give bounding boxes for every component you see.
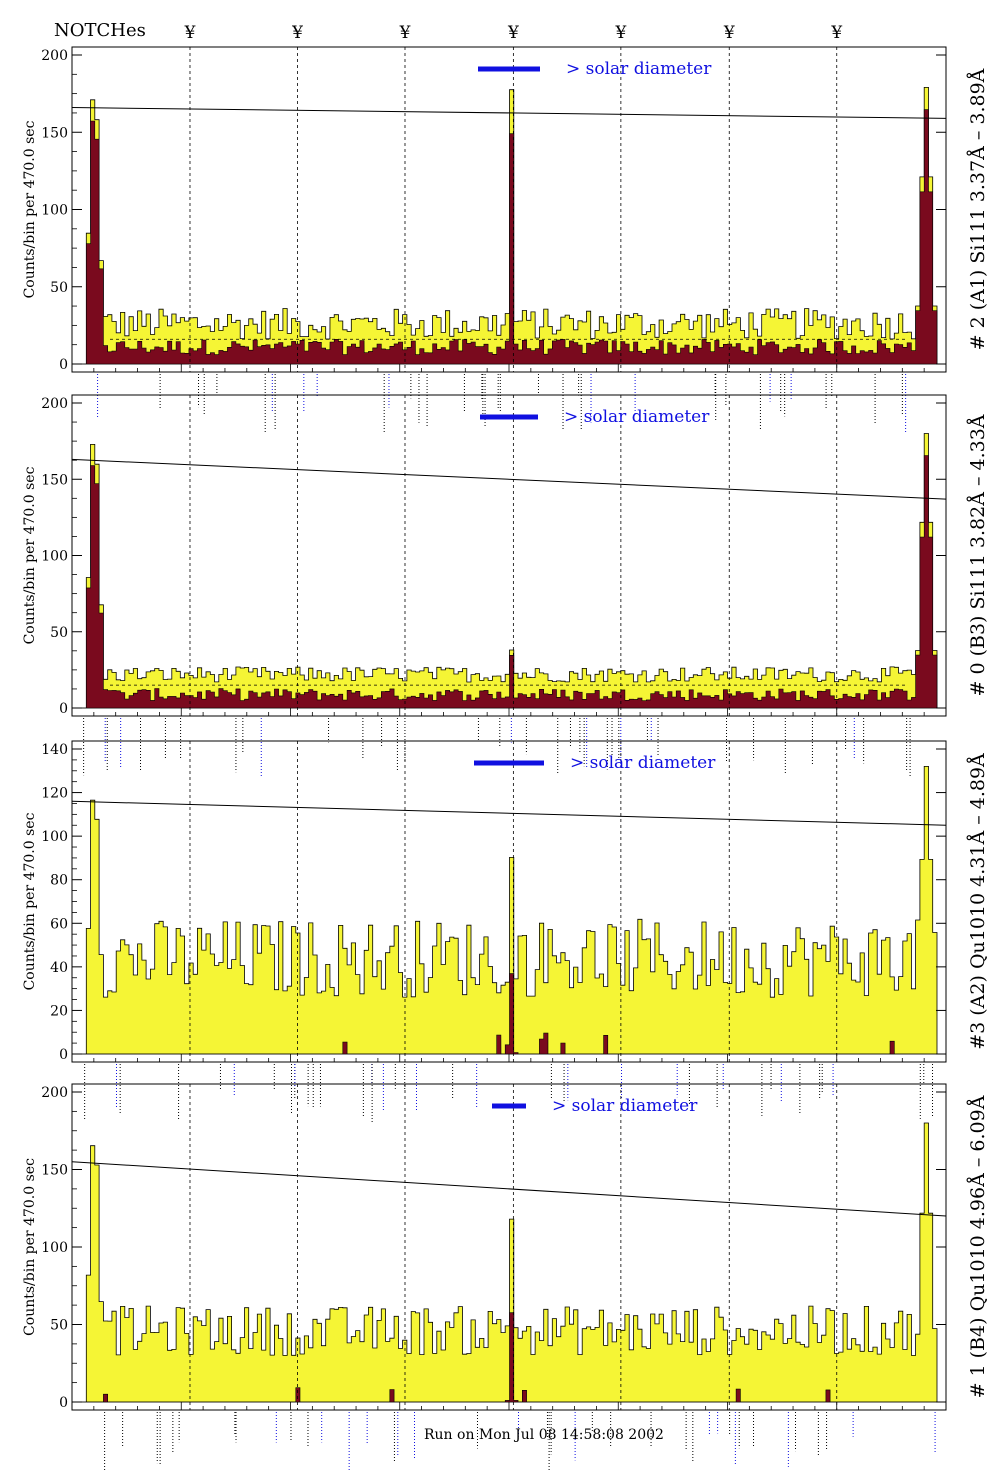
legend-label: > solar diameter	[564, 407, 710, 427]
y-axis-label: Counts/bin per 470.0 sec	[22, 120, 38, 298]
y-tick-label: 200	[41, 1085, 68, 1101]
histogram-series-b	[82, 973, 937, 1055]
histogram-series-b	[82, 109, 938, 365]
y-tick-label: 0	[59, 1047, 68, 1063]
notch-marker-3: ¥	[399, 23, 411, 43]
y-tick-label: 100	[41, 829, 68, 845]
trend-line	[71, 458, 947, 500]
trend-line	[71, 1161, 947, 1217]
y-tick-label: 200	[41, 396, 68, 412]
histogram-series-a	[82, 766, 938, 1055]
y-tick-label: 100	[41, 1240, 68, 1256]
trend-line	[71, 107, 947, 119]
notch-marker-2: ¥	[291, 23, 303, 43]
y-tick-label: 0	[59, 701, 68, 717]
y-tick-label: 80	[50, 873, 68, 889]
legend-label: > solar diameter	[566, 59, 712, 79]
histogram-series-b	[82, 1312, 937, 1403]
y-tick-label: 150	[41, 125, 68, 141]
y-tick-label: 120	[41, 786, 68, 802]
y-tick-label: 0	[59, 357, 68, 373]
histogram-series-b	[82, 455, 938, 709]
legend-label: > solar diameter	[552, 1096, 698, 1116]
y-tick-label: 100	[41, 203, 68, 219]
panel-3: 0 20 40 60 80 100 120 140 Counts/bin per 470.0 s…	[22, 740, 989, 1123]
y-tick-label: 200	[41, 48, 68, 64]
panel-4: 0 50 100 150 200 Counts/bin per 470.0 sec # 1 …	[22, 1083, 989, 1472]
notch-marker-6: ¥	[723, 23, 735, 43]
legend-label: > solar diameter	[570, 753, 716, 773]
notch-marker-4: ¥	[507, 23, 519, 43]
panel-title: # 2 (A1) Si111 3.37Å – 3.89Å	[967, 68, 989, 350]
y-tick-label: 50	[50, 1318, 68, 1334]
panel-1: 0 50 100 150 200 Counts/bin per 470.0 sec # 2 …	[22, 46, 989, 433]
y-tick-label: 100	[41, 549, 68, 565]
y-tick-label: 140	[41, 742, 68, 758]
y-tick-label: 20	[50, 1003, 68, 1019]
histogram-series-a	[82, 433, 938, 709]
y-tick-label: 50	[50, 625, 68, 641]
y-axis-label: Counts/bin per 470.0 sec	[22, 466, 38, 644]
y-tick-label: 60	[50, 916, 68, 932]
histogram-series-a	[82, 1122, 938, 1403]
notch-marker-7: ¥	[830, 23, 842, 43]
notch-marker-1: ¥	[184, 23, 196, 43]
notch-marker-5: ¥	[614, 23, 626, 43]
panel-title: # 1 (B4) Qu1010 4.96Å – 6.09Å	[967, 1095, 989, 1398]
trend-line	[71, 800, 947, 826]
y-axis-label: Counts/bin per 470.0 sec	[22, 1158, 38, 1336]
notches-label: NOTCHes	[54, 20, 146, 41]
panel-frame	[71, 394, 947, 717]
y-tick-label: 150	[41, 1163, 68, 1179]
y-tick-label: 0	[59, 1395, 68, 1411]
panel-title: # 0 (B3) Si111 3.82Å – 4.33Å	[967, 414, 989, 696]
run-timestamp: Run on Mon Jul 08 14:58:08 2002	[424, 1427, 664, 1443]
y-tick-label: 50	[50, 280, 68, 296]
panel-title: #3 (A2) Qu1010 4.31Å – 4.89Å	[967, 753, 989, 1050]
y-axis-label: Counts/bin per 470.0 sec	[22, 812, 38, 990]
y-tick-label: 40	[50, 960, 68, 976]
y-tick-label: 150	[41, 472, 68, 488]
panel-2: 0 50 100 150 200 Counts/bin per 470.0 sec # 0 …	[22, 394, 989, 777]
